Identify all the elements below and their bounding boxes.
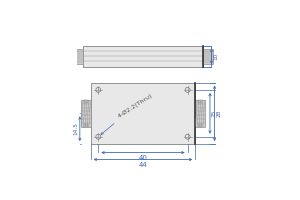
Bar (195, 100, 205, 127)
Text: 40: 40 (139, 155, 147, 161)
Bar (73, 49, 83, 64)
Bar (81, 100, 91, 127)
Bar (91, 83, 195, 144)
Text: 25: 25 (212, 110, 217, 117)
Text: 4-Ø2.2(Thru): 4-Ø2.2(Thru) (101, 93, 154, 134)
Bar (84, 100, 88, 103)
Text: 10: 10 (213, 53, 218, 60)
Bar (84, 124, 88, 127)
Bar (198, 124, 202, 127)
Text: 28: 28 (216, 110, 221, 117)
Bar (198, 100, 202, 103)
Text: 44: 44 (139, 162, 147, 168)
Bar (83, 46, 203, 67)
Text: 14.5: 14.5 (73, 122, 78, 135)
Bar (203, 49, 213, 64)
